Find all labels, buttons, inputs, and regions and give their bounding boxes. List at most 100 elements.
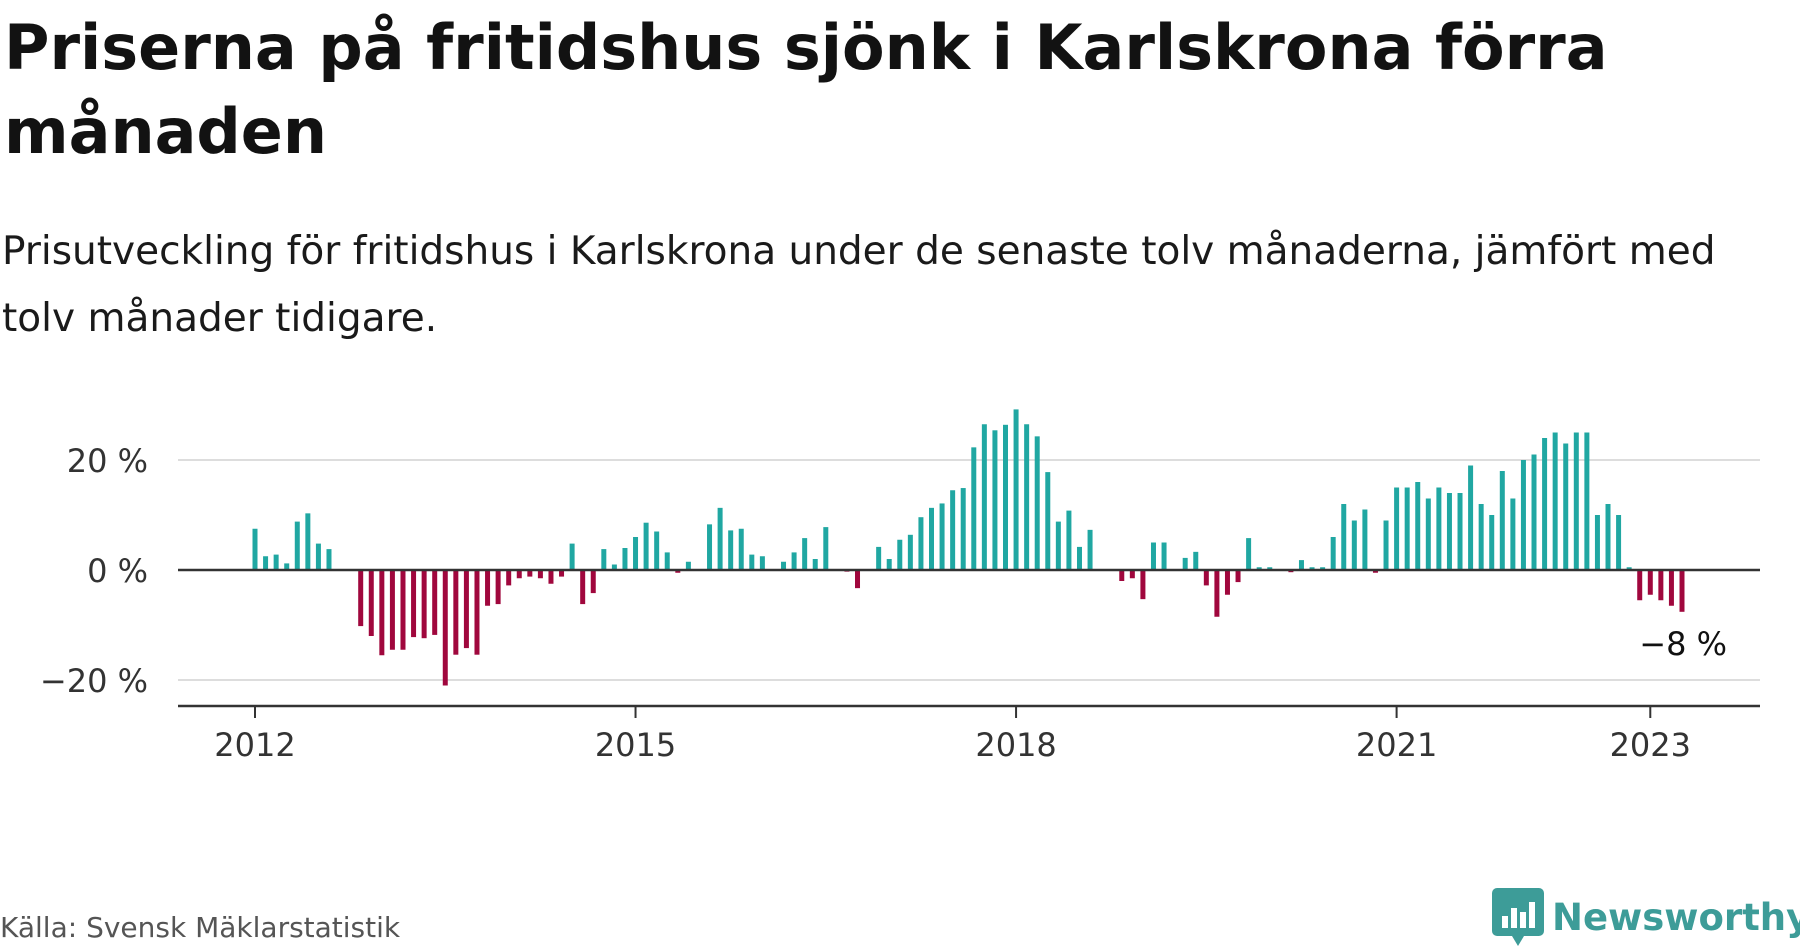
y-tick-label: −20 % bbox=[40, 662, 148, 700]
bar bbox=[855, 570, 861, 589]
bar bbox=[1193, 551, 1199, 570]
bar bbox=[1668, 570, 1674, 606]
source-note: Källa: Svensk Mäklarstatistik bbox=[0, 911, 401, 944]
x-tick-label: 2012 bbox=[214, 726, 295, 764]
bar bbox=[1013, 409, 1019, 570]
bar bbox=[1531, 454, 1537, 570]
bar bbox=[453, 570, 459, 655]
bar bbox=[1425, 498, 1431, 570]
bar bbox=[580, 570, 586, 605]
bar bbox=[389, 570, 395, 650]
bar bbox=[516, 570, 522, 579]
bar bbox=[1214, 570, 1220, 617]
bar bbox=[421, 570, 427, 639]
bar bbox=[474, 570, 480, 655]
bar bbox=[506, 570, 512, 586]
bar bbox=[1235, 570, 1241, 583]
bar bbox=[1330, 537, 1336, 570]
bar bbox=[960, 488, 966, 570]
bar bbox=[939, 503, 945, 570]
bar bbox=[537, 570, 543, 579]
bar bbox=[1341, 504, 1347, 570]
bar bbox=[950, 490, 956, 570]
bar bbox=[1679, 570, 1685, 612]
bar bbox=[728, 530, 734, 570]
bar bbox=[1351, 520, 1357, 570]
bar bbox=[1520, 460, 1526, 570]
bar bbox=[886, 559, 892, 570]
x-tick-label: 2021 bbox=[1356, 726, 1437, 764]
bar-chart: 20 % 0 % −20 % 2012 2015 2018 2021 2023 −8 % bbox=[40, 409, 1760, 764]
bar bbox=[1150, 542, 1156, 570]
bar bbox=[1055, 521, 1061, 570]
bar bbox=[1087, 529, 1093, 570]
bar bbox=[1457, 493, 1463, 570]
bar bbox=[1320, 567, 1326, 570]
bar bbox=[622, 548, 628, 570]
bar bbox=[738, 528, 744, 570]
axes bbox=[178, 568, 1760, 718]
bar bbox=[1489, 515, 1495, 570]
y-tick-label: 0 % bbox=[87, 552, 148, 590]
bar bbox=[1383, 520, 1389, 570]
bar bbox=[1637, 570, 1643, 601]
bar bbox=[305, 513, 311, 570]
bar bbox=[781, 561, 787, 570]
bar bbox=[1626, 567, 1632, 570]
bar bbox=[981, 424, 987, 570]
bar bbox=[569, 543, 575, 570]
bar bbox=[294, 521, 300, 570]
bar bbox=[929, 507, 934, 570]
y-tick-label: 20 % bbox=[67, 442, 148, 480]
bar bbox=[379, 570, 385, 656]
bar bbox=[590, 570, 596, 594]
bar bbox=[1468, 465, 1474, 570]
end-value-label: −8 % bbox=[1639, 625, 1727, 663]
bar bbox=[992, 430, 998, 570]
bar bbox=[1616, 515, 1622, 570]
bar bbox=[485, 570, 491, 606]
bar bbox=[1658, 570, 1664, 601]
bar bbox=[759, 556, 765, 570]
gridlines bbox=[178, 459, 1760, 681]
bar bbox=[675, 570, 681, 573]
bar bbox=[463, 570, 469, 649]
bar bbox=[1182, 557, 1188, 570]
bar bbox=[326, 549, 332, 570]
x-tick-label: 2023 bbox=[1610, 726, 1691, 764]
chart-title: Priserna på fritidshus sjönk i Karlskron… bbox=[4, 11, 1608, 168]
bar bbox=[548, 570, 554, 584]
bar bbox=[368, 570, 374, 636]
bar bbox=[411, 570, 417, 638]
x-tick-label: 2015 bbox=[595, 726, 676, 764]
bar bbox=[315, 543, 321, 570]
brand-name: Newsworthy bbox=[1552, 895, 1800, 939]
bar bbox=[1594, 515, 1600, 570]
bar bbox=[1034, 436, 1040, 570]
bar bbox=[1394, 487, 1400, 570]
bar bbox=[654, 531, 660, 570]
bar bbox=[791, 552, 797, 570]
bar bbox=[1045, 472, 1051, 570]
bar-chart-logo-icon bbox=[1492, 888, 1544, 946]
bar bbox=[284, 563, 290, 570]
bar bbox=[685, 561, 691, 570]
bar bbox=[252, 528, 258, 570]
bar bbox=[971, 447, 977, 570]
bar bbox=[495, 570, 501, 605]
bar bbox=[717, 507, 723, 570]
bar bbox=[1573, 432, 1579, 570]
bar bbox=[907, 534, 913, 570]
bar bbox=[1024, 424, 1030, 570]
bar bbox=[1436, 487, 1442, 570]
bar bbox=[1066, 510, 1072, 570]
bar bbox=[273, 554, 279, 570]
bar bbox=[1256, 567, 1262, 570]
bars bbox=[252, 409, 1685, 686]
bar bbox=[1510, 498, 1516, 570]
bar bbox=[664, 552, 670, 570]
bar bbox=[1161, 542, 1167, 570]
bar bbox=[1499, 471, 1505, 570]
bar bbox=[1129, 570, 1135, 579]
bar bbox=[1446, 493, 1452, 570]
